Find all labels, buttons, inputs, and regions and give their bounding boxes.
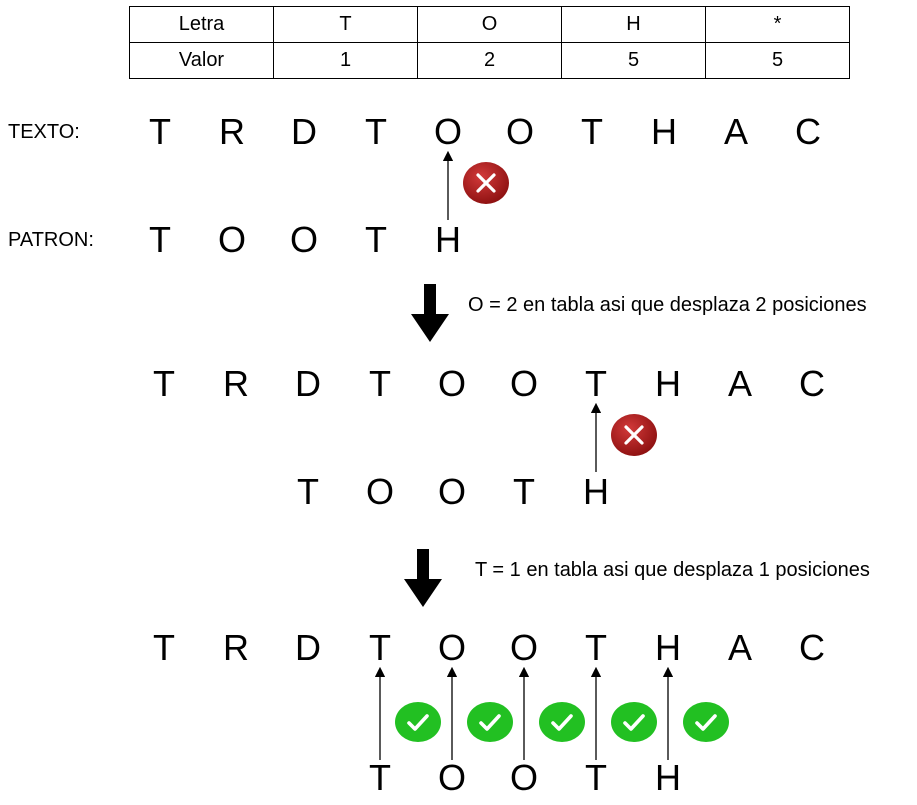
texto-label: TEXTO: [8, 121, 80, 143]
check-icon [611, 702, 657, 742]
check-mark [551, 714, 573, 731]
shift-table-cell: H [561, 6, 706, 43]
text-char: A [727, 363, 752, 404]
down-arrow-icon [404, 549, 442, 607]
step-note: O = 2 en tabla asi que desplaza 2 posici… [468, 294, 867, 316]
pattern-char: O [365, 471, 394, 512]
pattern-char: O [509, 757, 538, 798]
text-char: C [795, 111, 821, 152]
check-icon [395, 702, 441, 742]
pattern-char: T [149, 219, 171, 260]
check-mark [407, 714, 429, 731]
text-char: C [799, 363, 825, 404]
shift-table-cell: T [273, 6, 418, 43]
pattern-char: T [585, 757, 607, 798]
shift-table-cell: 5 [561, 42, 706, 79]
text-char: O [437, 627, 466, 668]
shift-table-cell: 5 [705, 42, 850, 79]
text-char: T [369, 363, 391, 404]
pattern-char: O [437, 757, 466, 798]
check-mark [695, 714, 717, 731]
cross-mark [624, 425, 644, 445]
check-icon [539, 702, 585, 742]
text-char: T [149, 111, 171, 152]
check-icon [467, 702, 513, 742]
text-char: D [295, 363, 321, 404]
cross-mark [476, 173, 496, 193]
text-char: T [365, 111, 387, 152]
text-char: H [651, 111, 677, 152]
text-char: O [509, 363, 538, 404]
check-icon [683, 702, 729, 742]
pattern-char: O [217, 219, 246, 260]
text-char: O [433, 111, 462, 152]
patron-label: PATRON: [8, 229, 94, 251]
shift-table-cell: Letra [129, 6, 274, 43]
text-char: O [505, 111, 534, 152]
text-char: A [723, 111, 748, 152]
pattern-char: T [365, 219, 387, 260]
pattern-char: T [297, 471, 319, 512]
pattern-char: H [435, 219, 461, 260]
text-char: R [219, 111, 245, 152]
pattern-char: H [655, 757, 681, 798]
pattern-char: O [289, 219, 318, 260]
shift-table-value-row: Valor 1 2 5 5 [129, 42, 850, 79]
text-char: A [727, 627, 752, 668]
shift-table-cell: 2 [417, 42, 562, 79]
text-char: R [223, 363, 249, 404]
step-note: T = 1 en tabla asi que desplaza 1 posici… [475, 559, 870, 581]
text-char: D [291, 111, 317, 152]
check-mark [623, 714, 645, 731]
pattern-char: O [437, 471, 466, 512]
pattern-char: T [369, 757, 391, 798]
text-char: H [655, 363, 681, 404]
shift-table-header-row: Letra T O H * [129, 6, 850, 43]
text-char: T [153, 627, 175, 668]
shift-table-cell: 1 [273, 42, 418, 79]
check-mark [479, 714, 501, 731]
text-char: C [799, 627, 825, 668]
down-arrow-icon [411, 284, 449, 342]
text-char: T [585, 627, 607, 668]
shift-table-cell: Valor [129, 42, 274, 79]
text-char: D [295, 627, 321, 668]
pattern-char: T [513, 471, 535, 512]
text-char: T [581, 111, 603, 152]
text-char: H [655, 627, 681, 668]
text-char: T [585, 363, 607, 404]
text-char: T [153, 363, 175, 404]
text-char: R [223, 627, 249, 668]
pattern-char: H [583, 471, 609, 512]
shift-table: Letra T O H * Valor 1 2 5 5 [129, 6, 850, 79]
text-char: O [437, 363, 466, 404]
text-char: T [369, 627, 391, 668]
text-char: O [509, 627, 538, 668]
